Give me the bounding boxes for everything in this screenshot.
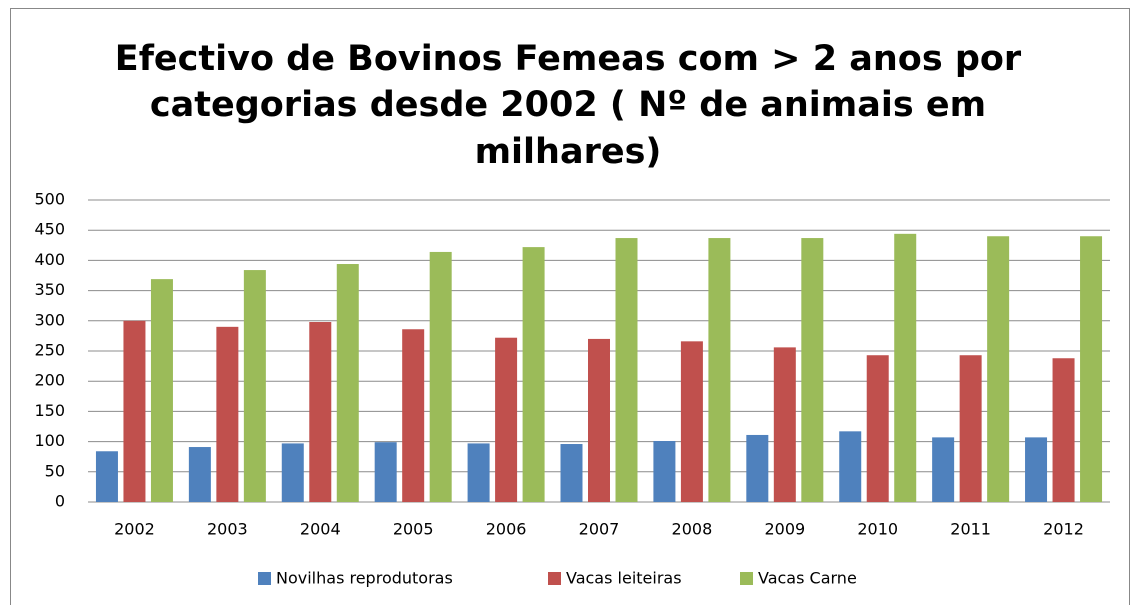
y-tick-label: 400 <box>34 250 65 269</box>
bar <box>894 233 917 502</box>
bar <box>150 279 173 502</box>
bar <box>1025 437 1048 502</box>
y-tick-label: 0 <box>55 492 65 511</box>
bar <box>374 442 397 502</box>
y-tick-label: 500 <box>34 190 65 209</box>
bar <box>429 251 452 502</box>
x-tick-label: 2003 <box>207 520 248 539</box>
y-tick-label: 50 <box>45 461 65 480</box>
x-tick-label: 2008 <box>672 520 713 539</box>
x-tick-label: 2009 <box>764 520 805 539</box>
bar <box>281 443 304 502</box>
bar <box>123 320 146 502</box>
x-tick-label: 2004 <box>300 520 341 539</box>
bar <box>959 355 982 502</box>
chart-title: Efectivo de Bovinos Femeas com > 2 anos … <box>115 39 1022 79</box>
y-tick-label: 250 <box>34 341 65 360</box>
bar <box>615 238 638 502</box>
legend-label: Vacas Carne <box>758 569 857 588</box>
bar <box>188 447 211 502</box>
bar <box>1080 236 1103 503</box>
x-tick-label: 2007 <box>579 520 620 539</box>
legend-swatch <box>548 572 561 585</box>
bar <box>839 431 862 502</box>
bar <box>95 451 118 502</box>
bar <box>987 236 1010 503</box>
x-tick-label: 2011 <box>950 520 991 539</box>
bar <box>801 238 824 502</box>
x-tick-label: 2012 <box>1043 520 1084 539</box>
y-tick-label: 200 <box>34 371 65 390</box>
bar <box>588 338 610 502</box>
bar <box>932 437 955 502</box>
x-tick-label: 2002 <box>114 520 155 539</box>
bar <box>773 347 796 502</box>
bar <box>336 264 359 502</box>
bar <box>866 355 889 502</box>
bar <box>522 247 545 502</box>
y-tick-label: 100 <box>34 431 65 450</box>
y-tick-label: 150 <box>34 401 65 420</box>
legend-swatch <box>740 572 753 585</box>
y-tick-label: 300 <box>34 310 65 329</box>
chart-title: categorias desde 2002 ( Nº de animais em <box>150 85 986 125</box>
chart-title: milhares) <box>475 132 662 172</box>
bar <box>560 444 583 502</box>
legend-label: Novilhas reprodutoras <box>276 569 453 588</box>
bar <box>216 326 239 502</box>
bar <box>653 440 676 502</box>
bar <box>495 337 518 502</box>
legend-swatch <box>258 572 271 585</box>
bar <box>402 329 425 502</box>
chart-frame <box>10 8 1130 605</box>
bar <box>243 270 266 502</box>
y-tick-label: 350 <box>34 280 65 299</box>
bar <box>467 443 490 502</box>
bar <box>708 238 731 502</box>
x-tick-label: 2006 <box>486 520 527 539</box>
x-tick-label: 2010 <box>857 520 898 539</box>
bar <box>1052 358 1075 502</box>
bar <box>680 341 703 502</box>
bar <box>309 322 332 502</box>
legend-label: Vacas leiteiras <box>566 569 682 588</box>
x-tick-label: 2005 <box>393 520 434 539</box>
y-tick-label: 450 <box>34 220 65 239</box>
bar <box>746 434 769 502</box>
